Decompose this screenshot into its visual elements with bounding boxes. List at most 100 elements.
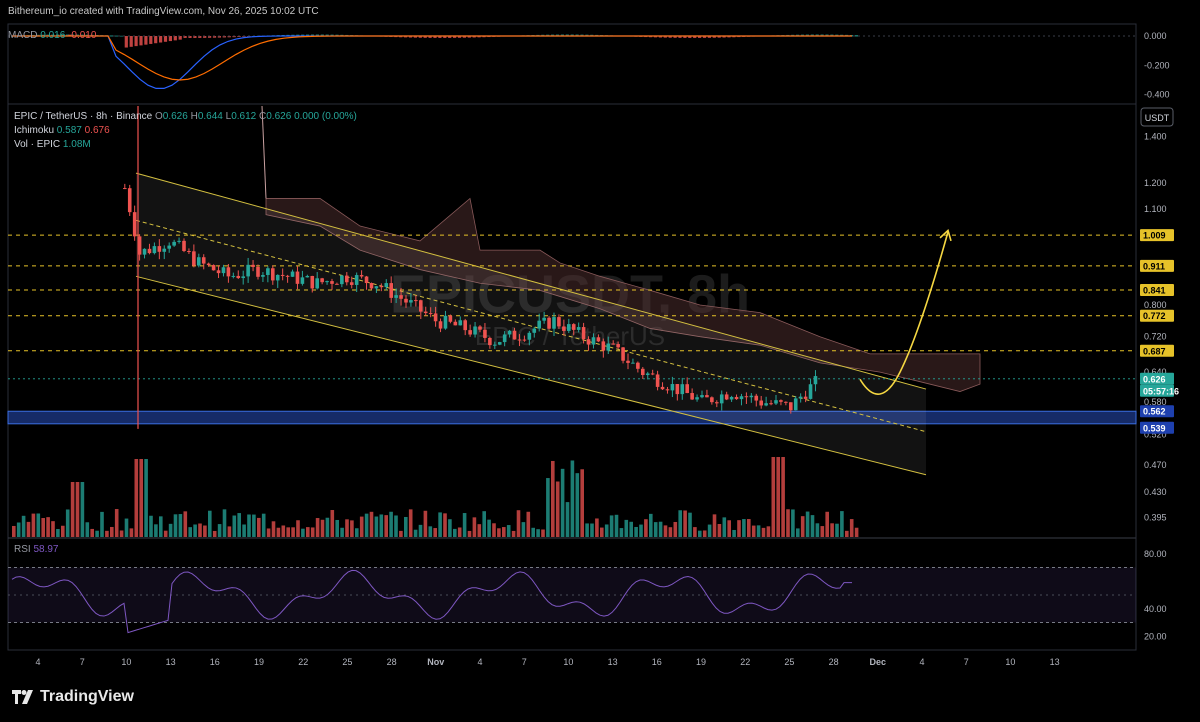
volume-bar	[296, 520, 300, 537]
volume-bar	[428, 526, 433, 537]
macd-hist-bar	[732, 36, 736, 38]
volume-bar	[472, 517, 477, 537]
candle	[251, 264, 255, 267]
rsi-tick-label: 20.00	[1144, 631, 1167, 641]
volume-bar	[580, 469, 584, 537]
volume-bar	[90, 528, 94, 537]
candle	[724, 394, 729, 400]
volume-bar	[639, 524, 643, 537]
macd-hist-bar	[119, 35, 123, 37]
tradingview-logo[interactable]: TradingView	[12, 688, 134, 706]
volume-bar	[609, 515, 614, 537]
volume-bar	[379, 514, 384, 537]
price-tick-label: 1.100	[1144, 204, 1167, 214]
candle	[325, 281, 329, 283]
volume-bar	[413, 529, 418, 537]
candle	[157, 246, 162, 252]
volume-bar	[384, 515, 388, 537]
macd-hist-bar	[727, 36, 731, 38]
volume-bar	[521, 522, 526, 537]
volume-bar	[369, 511, 374, 537]
candle	[596, 337, 601, 342]
candle	[443, 315, 448, 329]
macd-hist-bar	[418, 36, 422, 38]
macd-signal-value: -0.010	[68, 30, 97, 41]
volume-bar	[845, 530, 849, 537]
candle	[192, 251, 196, 266]
candle	[340, 275, 344, 285]
candle	[759, 400, 763, 406]
volume-bar	[306, 527, 310, 537]
volume-bar	[619, 528, 624, 537]
volume-bar	[487, 519, 491, 537]
candle	[453, 321, 458, 326]
volume-bar	[345, 519, 349, 537]
time-axis-label: 4	[35, 657, 40, 667]
volume-bar	[61, 525, 65, 537]
candle	[744, 396, 749, 398]
macd-hist-bar	[237, 36, 241, 38]
time-axis-label: 4	[477, 657, 482, 667]
volume-bar	[301, 528, 305, 537]
candle	[379, 286, 384, 288]
volume-bar	[193, 524, 197, 537]
price-tick-label: 1.200	[1144, 178, 1167, 188]
macd-hist-bar	[477, 36, 481, 38]
macd-hist-bar	[144, 36, 148, 45]
candle	[197, 257, 201, 266]
symbol-label: EPIC / TetherUS · 8h · Binance	[14, 111, 153, 122]
macd-tick-label: -0.200	[1144, 60, 1170, 70]
macd-hist-bar	[653, 36, 658, 38]
price-tag-level	[1140, 283, 1174, 296]
candle	[409, 300, 413, 303]
volume-bar	[825, 511, 829, 537]
volume-bar	[173, 514, 178, 537]
volume-bar	[477, 524, 482, 537]
candle	[621, 347, 625, 361]
volume-bar	[536, 529, 540, 537]
macd-hist-bar	[428, 36, 432, 38]
macd-hist-bar	[457, 36, 462, 38]
volume-bar	[649, 513, 653, 537]
candle	[266, 268, 270, 275]
candle	[749, 395, 754, 398]
volume-bar	[737, 520, 741, 537]
volume-bar	[80, 482, 85, 537]
price-tag-label: 05:57:16	[1143, 386, 1179, 396]
volume-bar	[751, 525, 756, 537]
candle	[710, 397, 714, 403]
candle	[423, 311, 428, 314]
volume-bar	[791, 509, 795, 537]
price-tag-level	[1140, 259, 1174, 272]
volume-bar	[114, 509, 119, 537]
time-axis-label: 19	[696, 657, 706, 667]
candle	[705, 395, 709, 398]
volume-bar	[149, 515, 153, 537]
volume-bar	[222, 509, 227, 537]
volume-bar	[408, 509, 413, 537]
volume-bar	[350, 520, 354, 537]
time-axis-label: 7	[522, 657, 527, 667]
volume-bar	[835, 523, 839, 537]
volume-bar	[830, 523, 834, 537]
volume-bar	[727, 520, 731, 537]
time-axis-label: 13	[1050, 657, 1060, 667]
candle	[231, 275, 236, 277]
volume-bar	[423, 510, 428, 537]
candle	[641, 368, 645, 376]
time-axis-label: 7	[80, 657, 85, 667]
volume-bar	[776, 457, 780, 537]
candle	[236, 275, 241, 279]
candle	[532, 328, 537, 333]
currency-badge	[1140, 107, 1174, 127]
volume-bar	[75, 482, 80, 537]
macd-hist-bar	[227, 36, 231, 38]
volume-bar	[36, 513, 41, 537]
candle	[695, 397, 699, 400]
candle	[557, 317, 561, 327]
macd-hist-bar	[404, 36, 408, 38]
candle	[655, 374, 660, 387]
macd-value: 0.016	[40, 30, 66, 41]
